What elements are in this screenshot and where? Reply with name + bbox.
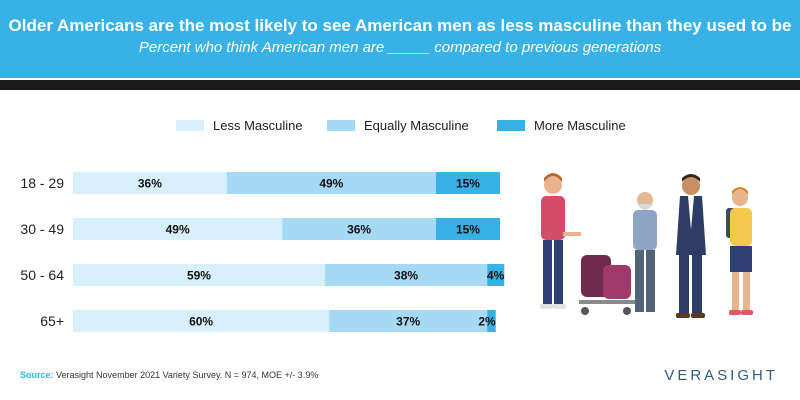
legend-swatch-equal (327, 120, 355, 131)
bar-less-3 (73, 310, 330, 332)
source-label: Source: (20, 370, 54, 380)
stacked-bar-chart: 18 - 29 36% 49% 15% 30 - 49 49% 36% 15% 50 - 64 5… (20, 172, 505, 332)
people-illustration (540, 173, 753, 318)
legend-label-more: More Masculine (534, 118, 626, 133)
bar-less-1 (73, 218, 283, 240)
data-label-more-0: 15% (456, 177, 480, 191)
header-divider (0, 80, 800, 90)
legend-item-equal: Equally Masculine (327, 118, 469, 133)
legend: Less Masculine Equally Masculine More Ma… (0, 118, 800, 142)
bar-equal-3 (329, 310, 488, 332)
data-label-more-2: 4% (487, 269, 505, 283)
source-text: Verasight November 2021 Variety Survey. … (56, 370, 319, 380)
chart-subtitle: Percent who think American men are _____… (138, 39, 662, 56)
young-man-with-backpack (726, 187, 753, 315)
data-label-equal-3: 37% (396, 315, 420, 329)
luggage-cart (579, 255, 635, 315)
data-label-equal-0: 49% (319, 177, 343, 191)
data-label-equal-2: 38% (394, 269, 418, 283)
older-man (633, 192, 657, 312)
data-label-less-1: 49% (166, 223, 190, 237)
category-label-1: 30 - 49 (20, 221, 64, 237)
young-man-with-luggage (540, 173, 581, 309)
legend-item-less: Less Masculine (176, 118, 303, 133)
data-label-less-0: 36% (138, 177, 162, 191)
brand-logo: VERASIGHT (664, 367, 778, 384)
legend-swatch-less (176, 120, 204, 131)
source-note: Source: Verasight November 2021 Variety … (20, 370, 318, 380)
data-label-more-1: 15% (456, 223, 480, 237)
bar-more-1 (435, 218, 500, 240)
bar-more-3 (487, 310, 496, 332)
man-in-suit (676, 174, 706, 318)
category-label-0: 18 - 29 (20, 175, 64, 191)
data-label-less-3: 60% (189, 315, 213, 329)
data-label-less-2: 59% (187, 269, 211, 283)
legend-label-equal: Equally Masculine (364, 118, 469, 133)
bar-equal-2 (324, 264, 488, 286)
bar-more-0 (435, 172, 500, 194)
bar-equal-1 (282, 218, 436, 240)
category-label-3: 65+ (40, 313, 64, 329)
legend-item-more: More Masculine (497, 118, 626, 133)
bar-less-0 (73, 172, 227, 194)
legend-label-less: Less Masculine (213, 118, 303, 133)
chart-title: Older Americans are the most likely to s… (8, 16, 792, 35)
header-banner: Older Americans are the most likely to s… (0, 0, 800, 78)
category-label-2: 50 - 64 (20, 267, 64, 283)
bar-less-2 (73, 264, 325, 286)
legend-swatch-more (497, 120, 525, 131)
data-label-equal-1: 36% (347, 223, 371, 237)
bar-more-2 (487, 264, 505, 286)
data-label-more-3: 2% (478, 315, 496, 329)
bar-equal-0 (226, 172, 436, 194)
